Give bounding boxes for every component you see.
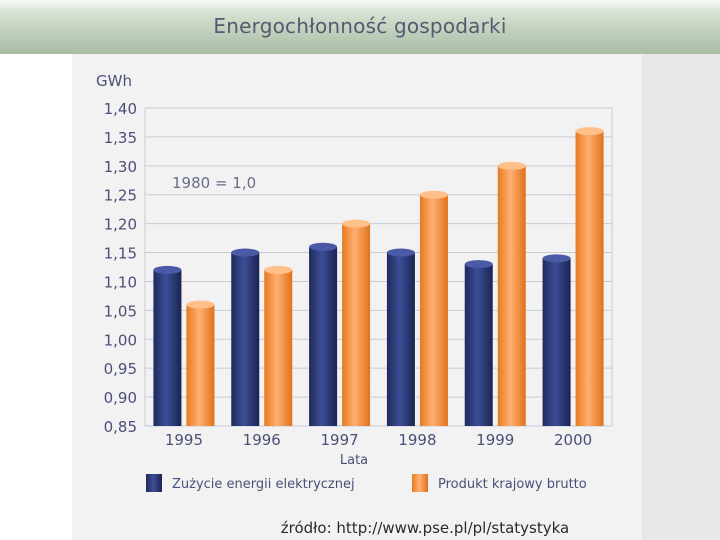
bar-cap-energy-2000	[542, 254, 571, 263]
bar-cap-energy-1995	[153, 265, 182, 274]
y-tick-label: 1,25	[104, 187, 137, 205]
bar-cap-gdp-1997	[342, 219, 371, 228]
bar-gdp-1996	[264, 269, 293, 426]
bar-cap-gdp-2000	[575, 127, 604, 136]
bar-cap-energy-1996	[231, 248, 260, 257]
y-tick-label: 1,35	[104, 129, 137, 147]
bar-energy-2000	[542, 258, 571, 426]
y-tick-label: 1,10	[104, 273, 137, 291]
page-title: Energochłonność gospodarki	[213, 14, 507, 38]
y-tick-label: 1,15	[104, 245, 137, 263]
bar-energy-1997	[309, 246, 338, 426]
bar-cap-energy-1999	[464, 260, 493, 269]
x-axis-label: Lata	[340, 453, 368, 468]
bar-energy-1999	[464, 264, 493, 426]
bar-gdp-1997	[342, 223, 371, 426]
legend-swatch-series-1	[146, 474, 162, 492]
bar-energy-1996	[231, 252, 260, 426]
x-tick-label: 1997	[320, 431, 358, 449]
y-tick-label: 0,85	[104, 418, 137, 436]
left-margin	[0, 54, 72, 540]
bars	[153, 127, 604, 427]
bar-cap-gdp-1995	[186, 300, 215, 309]
bar-energy-1995	[153, 269, 182, 426]
bar-cap-gdp-1998	[419, 190, 448, 199]
grid-lines	[144, 107, 613, 427]
y-tick-label: 1,05	[104, 302, 137, 320]
legend: Zużycie energii elektrycznej Produkt kra…	[146, 474, 587, 492]
legend-swatch-series-2	[412, 474, 428, 492]
y-tick-label: 0,90	[104, 389, 137, 407]
source-caption: źródło: http://www.pse.pl/pl/statystyka	[280, 519, 570, 537]
y-tick-label: 1,40	[104, 100, 137, 118]
legend-label-series-1: Zużycie energii elektrycznej	[172, 477, 355, 492]
legend-label-series-2: Produkt krajowy brutto	[438, 477, 587, 492]
bar-gdp-1995	[186, 304, 215, 426]
y-tick-label: 1,30	[104, 158, 137, 176]
bar-gdp-2000	[575, 131, 604, 427]
title-bar-highlight	[0, 0, 720, 10]
baseline-annotation: 1980 = 1,0	[172, 174, 256, 192]
bar-cap-energy-1997	[309, 242, 338, 251]
bar-cap-energy-1998	[386, 248, 415, 257]
x-tick-label: 1995	[165, 431, 203, 449]
bar-cap-gdp-1996	[264, 265, 293, 274]
x-axis-ticks: 1995 1996 1997 1998 1999 2000	[165, 431, 592, 449]
x-tick-label: 2000	[554, 431, 592, 449]
y-axis-label: GWh	[96, 72, 132, 90]
y-axis-ticks: 0,85 0,90 0,95 1,00 1,05 1,10 1,15 1,20 1,25 1,30…	[104, 100, 137, 436]
y-tick-label: 1,00	[104, 331, 137, 349]
x-tick-label: 1998	[398, 431, 436, 449]
bar-cap-gdp-1999	[497, 161, 526, 170]
right-margin	[642, 54, 720, 540]
x-tick-label: 1996	[243, 431, 281, 449]
title-bar	[0, 0, 720, 54]
bar-energy-1998	[386, 252, 415, 426]
bar-gdp-1998	[419, 194, 448, 426]
x-tick-label: 1999	[476, 431, 514, 449]
y-tick-label: 0,95	[104, 360, 137, 378]
y-tick-label: 1,20	[104, 216, 137, 234]
bar-gdp-1999	[497, 165, 526, 426]
